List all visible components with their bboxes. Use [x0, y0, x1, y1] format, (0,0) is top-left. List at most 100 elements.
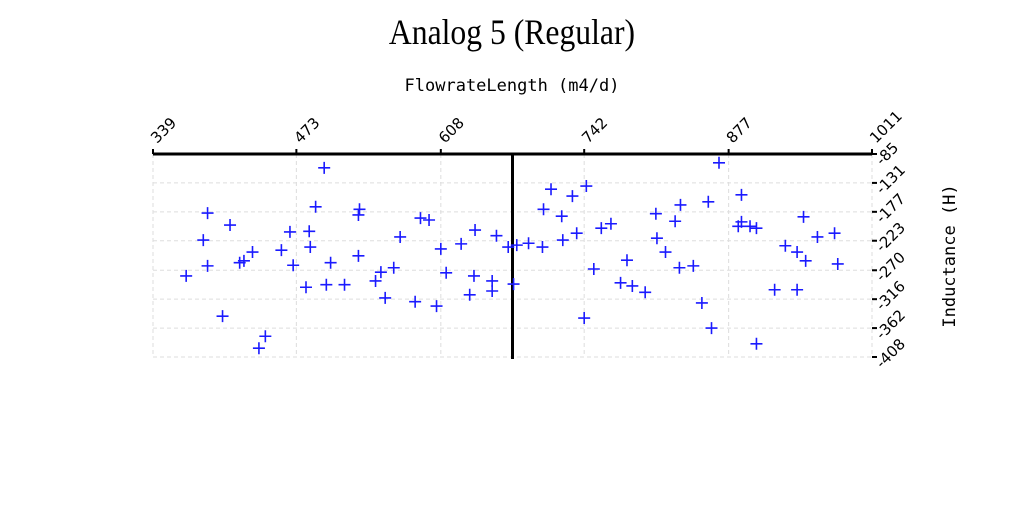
- point: [490, 229, 503, 242]
- point: [352, 249, 365, 262]
- point: [300, 281, 313, 294]
- point: [252, 342, 265, 355]
- point: [309, 200, 322, 213]
- y-axis-label: Inductance (H): [940, 184, 960, 327]
- point: [669, 215, 682, 228]
- point: [578, 312, 591, 325]
- point: [537, 203, 550, 216]
- point: [324, 256, 337, 269]
- point: [463, 288, 476, 301]
- point: [595, 222, 608, 235]
- point: [705, 322, 718, 335]
- x-tick-label: 339: [147, 114, 180, 147]
- point: [510, 239, 523, 252]
- point: [712, 156, 725, 169]
- x-tick-label: 473: [290, 114, 323, 147]
- point: [811, 230, 824, 243]
- point: [414, 212, 427, 225]
- point: [659, 246, 672, 259]
- point: [409, 295, 422, 308]
- point: [374, 266, 387, 279]
- point: [831, 257, 844, 270]
- point: [275, 244, 288, 257]
- point: [799, 254, 812, 267]
- point: [283, 225, 296, 238]
- point: [545, 183, 558, 196]
- point: [650, 232, 663, 245]
- point: [744, 220, 757, 233]
- point: [469, 224, 482, 237]
- point: [674, 198, 687, 211]
- y-tick-label: -408: [872, 335, 909, 372]
- x-tick-label: 608: [435, 114, 468, 147]
- point: [352, 208, 365, 221]
- point: [556, 234, 569, 247]
- point: [259, 330, 272, 343]
- point: [555, 210, 568, 223]
- point: [304, 241, 317, 254]
- point: [620, 254, 633, 267]
- point: [394, 230, 407, 243]
- point: [369, 274, 382, 287]
- point: [732, 220, 745, 233]
- point: [237, 254, 250, 267]
- point: [353, 203, 366, 216]
- point: [649, 207, 662, 220]
- point: [580, 180, 593, 193]
- x-axis-label: FlowrateLength (m4/d): [405, 76, 620, 96]
- point: [423, 213, 436, 226]
- point: [338, 278, 351, 291]
- y-tick-label: -177: [872, 190, 909, 227]
- y-tick-label: -316: [872, 277, 909, 314]
- point: [224, 219, 237, 232]
- point: [180, 269, 193, 282]
- point: [570, 227, 583, 240]
- point: [430, 300, 443, 313]
- point: [379, 291, 392, 304]
- point: [626, 279, 639, 292]
- point: [750, 337, 763, 350]
- x-tick-label: 742: [578, 114, 611, 147]
- point: [673, 261, 686, 274]
- y-tick-label: -270: [872, 248, 909, 285]
- point: [320, 278, 333, 291]
- point: [702, 195, 715, 208]
- point: [768, 283, 781, 296]
- point: [467, 269, 480, 282]
- point: [750, 222, 763, 235]
- point: [287, 259, 300, 272]
- point: [507, 278, 520, 291]
- point: [791, 283, 804, 296]
- point: [216, 310, 229, 323]
- point: [536, 241, 549, 254]
- point: [318, 161, 331, 174]
- point: [687, 259, 700, 272]
- point: [587, 263, 600, 276]
- y-tick-label: -362: [872, 306, 909, 343]
- point: [201, 207, 214, 220]
- point: [303, 225, 316, 238]
- point: [522, 237, 535, 250]
- y-tick-label: -131: [872, 161, 909, 198]
- point: [566, 190, 579, 203]
- point: [828, 227, 841, 240]
- point: [197, 234, 210, 247]
- point: [486, 274, 499, 287]
- point: [201, 259, 214, 272]
- chart-title: Analog 5 (Regular): [389, 13, 635, 52]
- point: [695, 296, 708, 309]
- point: [440, 266, 453, 279]
- point: [639, 286, 652, 299]
- point: [502, 241, 515, 254]
- point: [797, 210, 810, 223]
- point: [604, 217, 617, 230]
- point: [246, 246, 259, 259]
- point: [387, 261, 400, 274]
- point: [455, 237, 468, 250]
- point: [434, 242, 447, 255]
- point: [791, 246, 804, 259]
- point: [486, 285, 499, 298]
- point: [735, 188, 748, 201]
- point: [779, 239, 792, 252]
